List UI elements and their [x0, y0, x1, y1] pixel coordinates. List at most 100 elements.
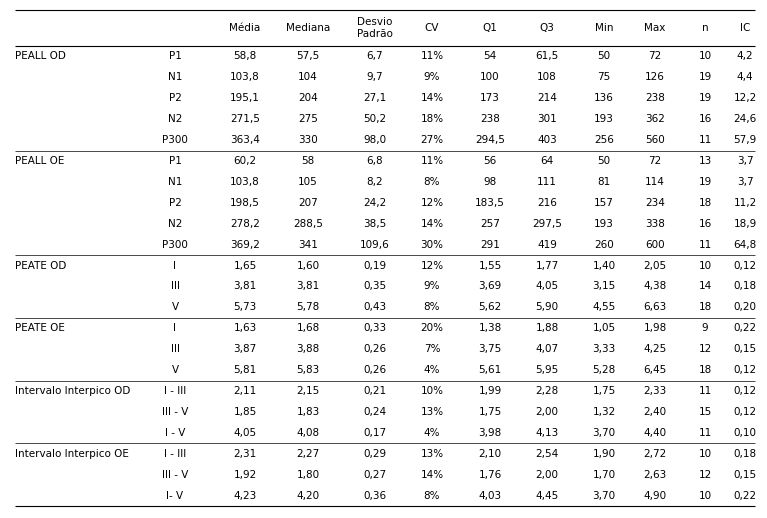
Text: 5,78: 5,78 [296, 303, 320, 312]
Text: 3,98: 3,98 [479, 428, 502, 438]
Text: 0,22: 0,22 [733, 323, 756, 333]
Text: 216: 216 [537, 198, 557, 208]
Text: 4,40: 4,40 [644, 428, 667, 438]
Text: 4,2: 4,2 [736, 51, 753, 62]
Text: 257: 257 [480, 219, 500, 229]
Text: 271,5: 271,5 [230, 114, 260, 124]
Text: Q1: Q1 [482, 23, 498, 33]
Text: P2: P2 [169, 93, 182, 103]
Text: 14%: 14% [420, 93, 443, 103]
Text: Mediana: Mediana [286, 23, 330, 33]
Text: 4,45: 4,45 [535, 491, 558, 500]
Text: 1,60: 1,60 [296, 261, 320, 270]
Text: Min: Min [594, 23, 614, 33]
Text: 24,6: 24,6 [733, 114, 756, 124]
Text: Intervalo Interpico OE: Intervalo Interpico OE [15, 449, 129, 459]
Text: 4,4: 4,4 [736, 73, 753, 82]
Text: 58: 58 [301, 156, 314, 166]
Text: 30%: 30% [420, 240, 443, 250]
Text: V: V [172, 365, 179, 375]
Text: CV: CV [425, 23, 439, 33]
Text: 1,38: 1,38 [479, 323, 502, 333]
Text: 294,5: 294,5 [475, 135, 505, 145]
Text: PEATE OE: PEATE OE [15, 323, 65, 333]
Text: 4,05: 4,05 [233, 428, 257, 438]
Text: Média: Média [229, 23, 261, 33]
Text: 18%: 18% [420, 114, 443, 124]
Text: N2: N2 [168, 219, 183, 229]
Text: 4,25: 4,25 [644, 344, 667, 354]
Text: 5,90: 5,90 [535, 303, 558, 312]
Text: 1,77: 1,77 [535, 261, 558, 270]
Text: 24,2: 24,2 [364, 198, 387, 208]
Text: 0,26: 0,26 [364, 365, 387, 375]
Text: 256: 256 [594, 135, 614, 145]
Text: 2,31: 2,31 [233, 449, 257, 459]
Text: 5,73: 5,73 [233, 303, 257, 312]
Text: 6,8: 6,8 [367, 156, 384, 166]
Text: 54: 54 [483, 51, 496, 62]
Text: IC: IC [740, 23, 750, 33]
Text: 10: 10 [699, 491, 712, 500]
Text: 0,35: 0,35 [364, 281, 387, 292]
Text: 198,5: 198,5 [230, 198, 260, 208]
Text: 61,5: 61,5 [535, 51, 558, 62]
Text: 5,61: 5,61 [479, 365, 502, 375]
Text: III - V: III - V [162, 407, 188, 417]
Text: I - III: I - III [164, 386, 186, 396]
Text: 341: 341 [298, 240, 318, 250]
Text: 207: 207 [298, 198, 318, 208]
Text: PEALL OE: PEALL OE [15, 156, 64, 166]
Text: 75: 75 [597, 73, 611, 82]
Text: 109,6: 109,6 [360, 240, 390, 250]
Text: 0,26: 0,26 [364, 344, 387, 354]
Text: 11%: 11% [420, 51, 443, 62]
Text: 16: 16 [699, 219, 712, 229]
Text: P300: P300 [162, 135, 188, 145]
Text: 3,7: 3,7 [736, 156, 753, 166]
Text: 11: 11 [699, 428, 712, 438]
Text: 111: 111 [537, 177, 557, 187]
Text: 136: 136 [594, 93, 614, 103]
Text: P2: P2 [169, 198, 182, 208]
Text: 126: 126 [645, 73, 665, 82]
Text: 11: 11 [699, 135, 712, 145]
Text: 4,55: 4,55 [592, 303, 616, 312]
Text: 1,83: 1,83 [296, 407, 320, 417]
Text: 1,90: 1,90 [592, 449, 616, 459]
Text: 183,5: 183,5 [475, 198, 505, 208]
Text: 3,70: 3,70 [592, 428, 616, 438]
Text: 57,5: 57,5 [296, 51, 320, 62]
Text: 2,10: 2,10 [479, 449, 502, 459]
Text: 2,27: 2,27 [296, 449, 320, 459]
Text: 12: 12 [699, 470, 712, 480]
Text: 5,81: 5,81 [233, 365, 257, 375]
Text: 2,00: 2,00 [535, 470, 558, 480]
Text: 2,72: 2,72 [644, 449, 667, 459]
Text: 1,63: 1,63 [233, 323, 257, 333]
Text: 8,2: 8,2 [367, 177, 384, 187]
Text: 16: 16 [699, 114, 712, 124]
Text: 1,76: 1,76 [479, 470, 502, 480]
Text: 18: 18 [699, 365, 712, 375]
Text: N1: N1 [168, 73, 183, 82]
Text: 58,8: 58,8 [233, 51, 257, 62]
Text: 1,70: 1,70 [592, 470, 616, 480]
Text: 0,24: 0,24 [364, 407, 387, 417]
Text: 0,36: 0,36 [364, 491, 387, 500]
Text: 50: 50 [597, 51, 611, 62]
Text: 1,40: 1,40 [592, 261, 616, 270]
Text: III: III [170, 344, 179, 354]
Text: I: I [173, 261, 176, 270]
Text: I: I [173, 323, 176, 333]
Text: Q3: Q3 [539, 23, 555, 33]
Text: 103,8: 103,8 [230, 177, 260, 187]
Text: III: III [170, 281, 179, 292]
Text: PEATE OD: PEATE OD [15, 261, 67, 270]
Text: 8%: 8% [423, 491, 440, 500]
Text: 2,40: 2,40 [644, 407, 667, 417]
Text: 0,12: 0,12 [733, 365, 756, 375]
Text: 11%: 11% [420, 156, 443, 166]
Text: 64,8: 64,8 [733, 240, 756, 250]
Text: 0,10: 0,10 [733, 428, 756, 438]
